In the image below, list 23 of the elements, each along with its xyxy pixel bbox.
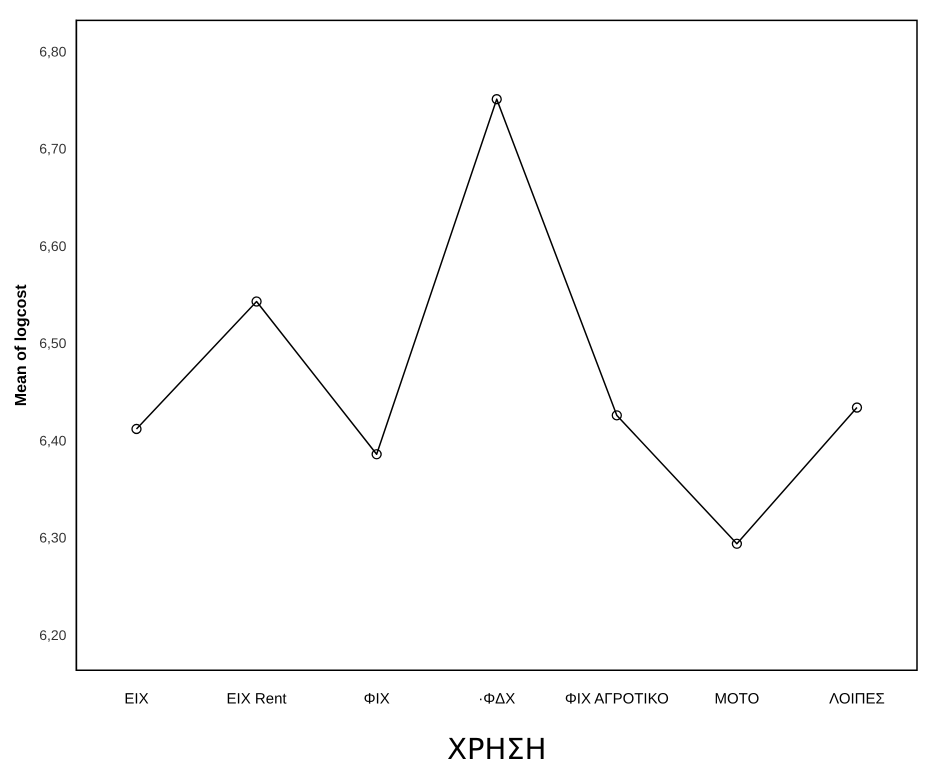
- point: [492, 94, 502, 104]
- y-tick-label: 6,60: [39, 238, 67, 254]
- y-tick-label: 6,80: [39, 43, 67, 60]
- point: [131, 424, 142, 434]
- x-tick-label: ΛΟΙΠΕΣ: [829, 690, 885, 708]
- x-tick-label: ΕΙΧ Rent: [226, 690, 288, 708]
- x-tick-label: ·ΦΔΧ: [478, 690, 516, 708]
- y-tick-label: 6,20: [39, 627, 67, 644]
- x-tick-label: ΦΙΧ ΑΓΡΟΤΙΚΟ: [564, 690, 669, 708]
- x-tick-label: ΦΙΧ: [364, 690, 390, 708]
- point: [371, 449, 382, 460]
- y-tick-label: 6,40: [39, 432, 67, 448]
- x-axis-title: ΧΡΗΣΗ: [447, 732, 546, 766]
- x-tick-label: ΜΟΤΟ: [714, 690, 760, 708]
- y-tick-label: 6,50: [39, 335, 67, 352]
- point: [251, 296, 262, 307]
- point: [732, 538, 742, 549]
- point: [612, 410, 622, 420]
- point: [852, 402, 862, 413]
- x-tick-label: ΕΙΧ: [124, 690, 149, 708]
- y-axis-title: Mean of logcost: [13, 284, 30, 406]
- y-tick-label: 6,30: [39, 530, 67, 546]
- y-tick-label: 6,70: [39, 140, 67, 157]
